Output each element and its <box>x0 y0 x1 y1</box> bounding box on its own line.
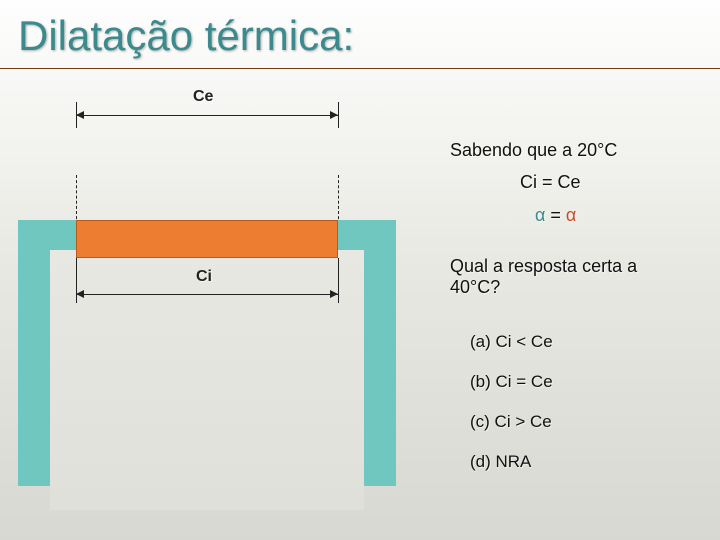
ce-dimension-line <box>76 115 338 116</box>
ce-label: Ce <box>193 88 213 106</box>
ce-arrow-left-icon <box>76 111 84 119</box>
alpha-lhs: α <box>535 205 545 225</box>
ci-arrow-left-icon <box>76 290 84 298</box>
option-a: (a) Ci < Ce <box>470 332 553 352</box>
slide-title: Dilatação térmica: <box>18 12 354 60</box>
given-line-2: Ci = Ce <box>520 172 581 193</box>
ce-arrow-right-icon <box>330 111 338 119</box>
ci-dimension-line <box>76 294 338 295</box>
title-underline <box>0 68 720 69</box>
outer-frame-cutout <box>50 250 364 510</box>
given-line-1: Sabendo que a 20°C <box>450 140 617 161</box>
option-d: (d) NRA <box>470 452 531 472</box>
option-b: (b) Ci = Ce <box>470 372 553 392</box>
option-c: (c) Ci > Ce <box>470 412 552 432</box>
alpha-rhs: α <box>566 205 576 225</box>
ci-label: Ci <box>196 268 212 286</box>
thermal-expansion-diagram: Ce Ci <box>18 90 418 510</box>
inner-bar <box>76 220 338 258</box>
given-alpha-equation: α = α <box>535 205 576 226</box>
alpha-eq: = <box>545 205 566 225</box>
ci-arrow-right-icon <box>330 290 338 298</box>
ci-tick-right <box>338 258 339 303</box>
ce-tick-right <box>338 102 339 128</box>
question-text: Qual a resposta certa a 40°C? <box>450 256 690 298</box>
